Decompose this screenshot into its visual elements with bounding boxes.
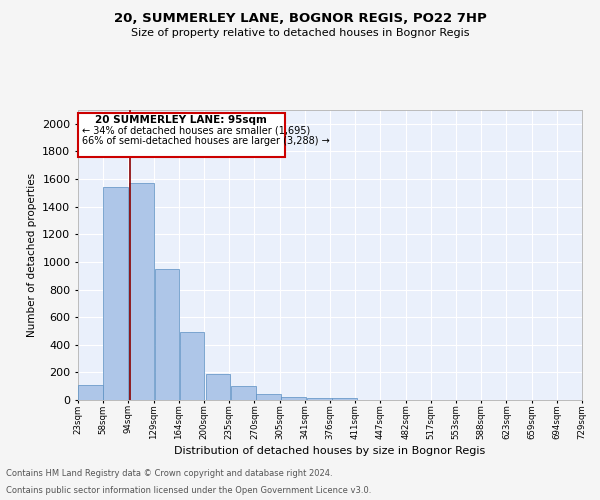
Text: Size of property relative to detached houses in Bognor Regis: Size of property relative to detached ho… xyxy=(131,28,469,38)
Bar xyxy=(78,385,103,400)
FancyBboxPatch shape xyxy=(78,113,284,157)
Bar xyxy=(281,396,306,400)
Text: 20, SUMMERLEY LANE, BOGNOR REGIS, PO22 7HP: 20, SUMMERLEY LANE, BOGNOR REGIS, PO22 7… xyxy=(113,12,487,26)
Text: 66% of semi-detached houses are larger (3,288) →: 66% of semi-detached houses are larger (… xyxy=(82,136,330,145)
X-axis label: Distribution of detached houses by size in Bognor Regis: Distribution of detached houses by size … xyxy=(175,446,485,456)
Text: 20 SUMMERLEY LANE: 95sqm: 20 SUMMERLEY LANE: 95sqm xyxy=(95,115,267,125)
Text: ← 34% of detached houses are smaller (1,695): ← 34% of detached houses are smaller (1,… xyxy=(82,125,311,135)
Y-axis label: Number of detached properties: Number of detached properties xyxy=(26,173,37,337)
Bar xyxy=(332,398,357,400)
Bar xyxy=(231,386,256,400)
Bar xyxy=(180,332,205,400)
Text: Contains HM Land Registry data © Crown copyright and database right 2024.: Contains HM Land Registry data © Crown c… xyxy=(6,468,332,477)
Text: Contains public sector information licensed under the Open Government Licence v3: Contains public sector information licen… xyxy=(6,486,371,495)
Bar xyxy=(130,182,154,400)
Bar xyxy=(307,398,332,400)
Bar xyxy=(206,374,230,400)
Bar xyxy=(155,269,179,400)
Bar xyxy=(256,394,281,400)
Bar xyxy=(103,186,128,400)
